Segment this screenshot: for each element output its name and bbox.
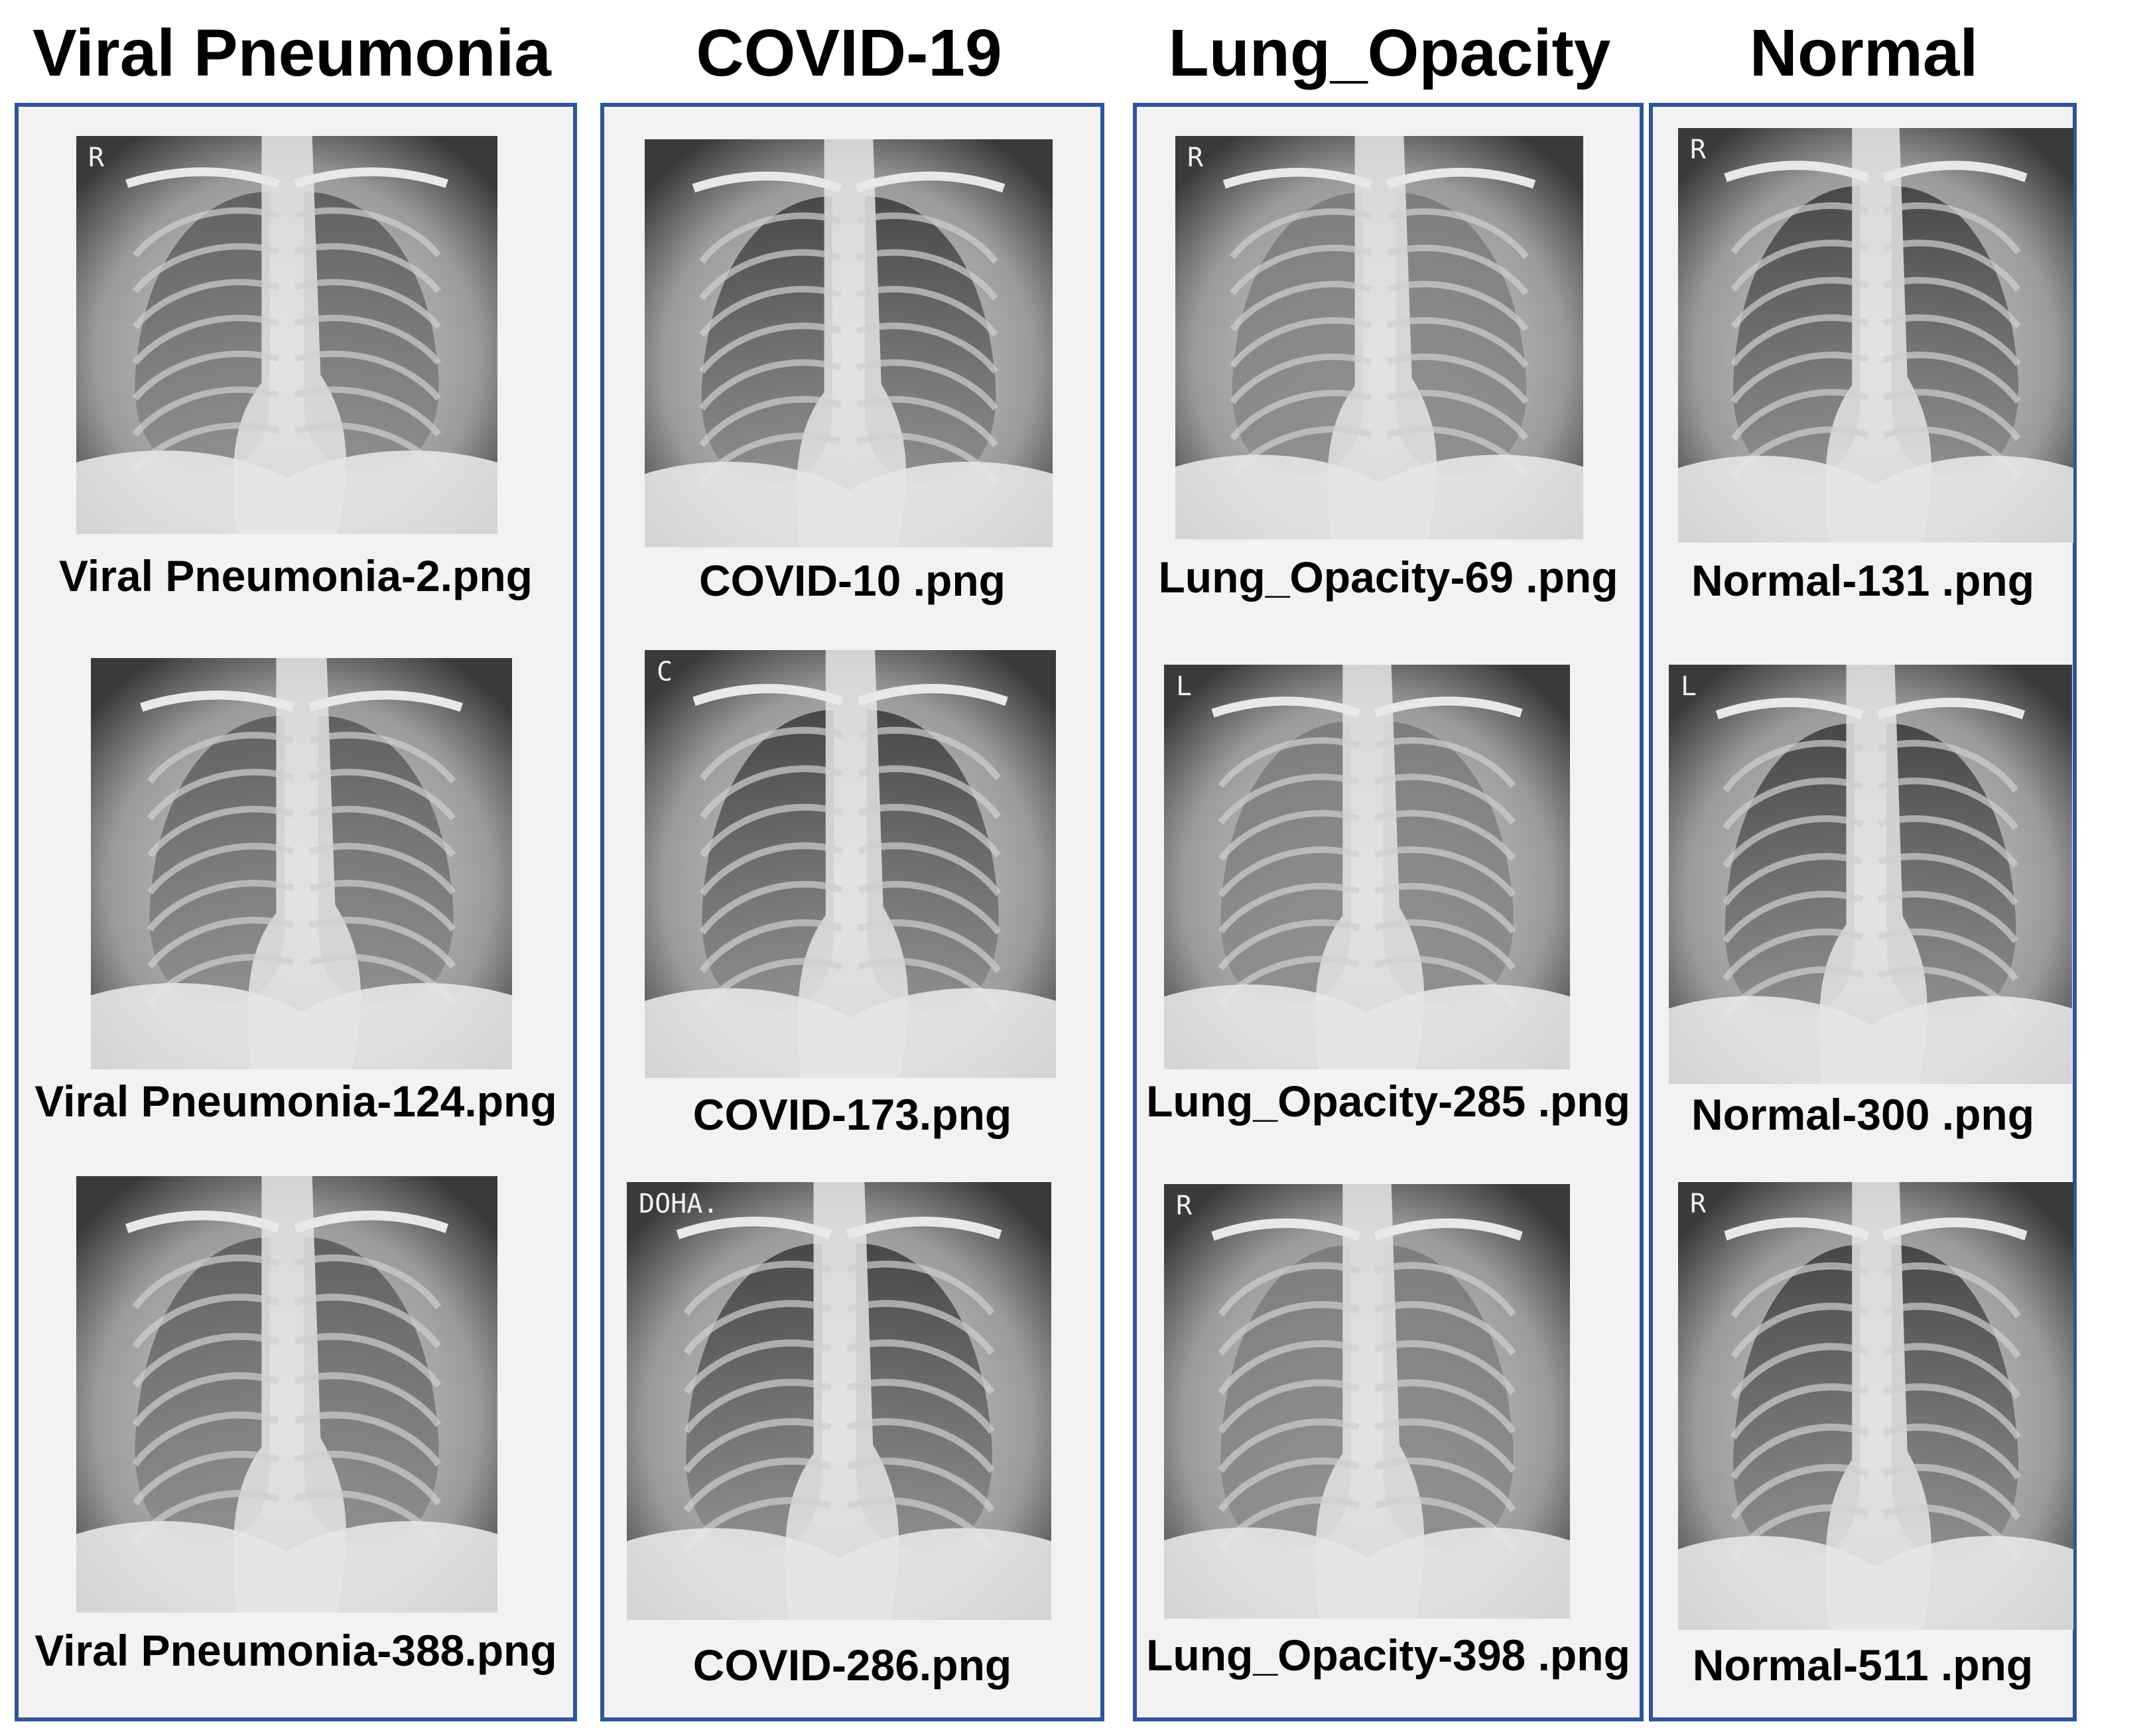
- xray-image: C: [645, 650, 1056, 1078]
- xray-side-marker: R: [88, 143, 105, 173]
- xray-side-marker: R: [1690, 135, 1707, 165]
- xray-side-marker: R: [1187, 143, 1204, 173]
- xray-drawing: [91, 658, 512, 1069]
- xray-image: R: [1678, 1182, 2073, 1630]
- xray-side-marker: L: [1681, 671, 1697, 702]
- xray-image: [91, 658, 512, 1069]
- image-caption: COVID-173.png: [692, 1090, 1012, 1139]
- xray-drawing: [1669, 665, 2072, 1084]
- xray-image: R: [1164, 1184, 1570, 1619]
- xray-side-marker: L: [1176, 671, 1193, 702]
- image-caption: Lung_Opacity-398 .png: [1146, 1631, 1630, 1680]
- xray-side-marker: R: [1176, 1191, 1193, 1221]
- xray-drawing: [627, 1182, 1051, 1620]
- image-caption: Viral Pneumonia-388.png: [34, 1626, 557, 1675]
- xray-drawing: [1175, 136, 1583, 539]
- image-caption: Lung_Opacity-285 .png: [1146, 1077, 1630, 1126]
- image-caption: Lung_Opacity-69 .png: [1158, 553, 1618, 602]
- image-caption: Normal-131 .png: [1691, 556, 2035, 605]
- xray-image: R: [76, 136, 497, 534]
- xray-image: R: [1678, 128, 2073, 543]
- column-title-covid-19: COVID-19: [696, 16, 1002, 90]
- xray-image: DOHA.: [627, 1182, 1051, 1620]
- column-title-viral-pneumonia: Viral Pneumonia: [33, 16, 551, 90]
- xray-drawing: [1164, 1184, 1570, 1619]
- image-caption: Viral Pneumonia-124.png: [34, 1077, 557, 1126]
- column-title-lung-opacity: Lung_Opacity: [1168, 16, 1611, 90]
- xray-drawing: [1678, 1182, 2073, 1630]
- xray-image: R: [1175, 136, 1583, 539]
- xray-drawing: [76, 1176, 497, 1613]
- xray-side-marker: C: [657, 657, 673, 687]
- xray-drawing: [1678, 128, 2073, 543]
- xray-image: L: [1164, 665, 1570, 1069]
- image-caption: Normal-511 .png: [1692, 1640, 2034, 1690]
- image-caption: Viral Pneumonia-2.png: [59, 551, 533, 600]
- xray-image: L: [1669, 665, 2072, 1084]
- image-caption: COVID-10 .png: [698, 556, 1006, 605]
- xray-image: [76, 1176, 497, 1613]
- xray-side-marker: R: [1690, 1189, 1707, 1219]
- column-title-normal: Normal: [1749, 16, 1979, 90]
- xray-drawing: [645, 650, 1056, 1078]
- image-caption: COVID-286.png: [692, 1640, 1012, 1690]
- xray-image: [645, 139, 1053, 547]
- xray-drawing: [1164, 665, 1570, 1069]
- xray-drawing: [645, 139, 1053, 547]
- xray-drawing: [76, 136, 497, 534]
- xray-side-marker: DOHA.: [639, 1189, 719, 1219]
- image-caption: Normal-300 .png: [1691, 1090, 2035, 1139]
